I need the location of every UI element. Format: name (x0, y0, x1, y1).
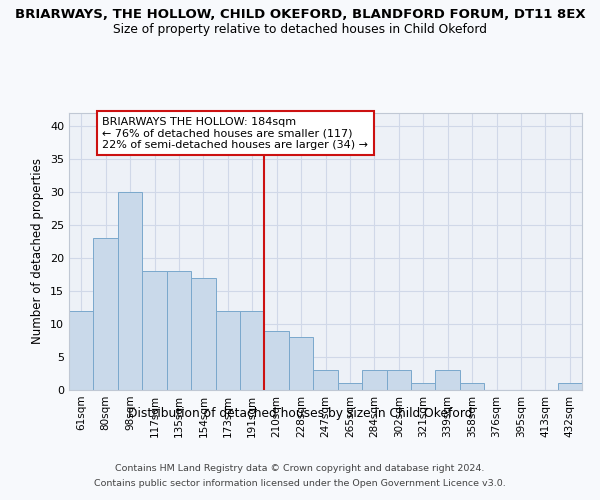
Bar (69, 310, 94, 390)
Bar (313, 370, 338, 390)
Y-axis label: Number of detached properties: Number of detached properties (31, 158, 44, 344)
Bar (240, 310, 265, 390)
Text: Distribution of detached houses by size in Child Okeford: Distribution of detached houses by size … (128, 408, 472, 420)
Text: Contains public sector information licensed under the Open Government Licence v3: Contains public sector information licen… (94, 479, 506, 488)
Bar (118, 192, 142, 390)
Bar (411, 384, 436, 390)
Bar (167, 271, 191, 390)
Bar (191, 278, 215, 390)
Bar (436, 370, 460, 390)
Bar (557, 384, 582, 390)
Bar (265, 330, 289, 390)
Text: Contains HM Land Registry data © Crown copyright and database right 2024.: Contains HM Land Registry data © Crown c… (115, 464, 485, 473)
Text: BRIARWAYS, THE HOLLOW, CHILD OKEFORD, BLANDFORD FORUM, DT11 8EX: BRIARWAYS, THE HOLLOW, CHILD OKEFORD, BL… (14, 8, 586, 20)
Text: Size of property relative to detached houses in Child Okeford: Size of property relative to detached ho… (113, 22, 487, 36)
Text: BRIARWAYS THE HOLLOW: 184sqm
← 76% of detached houses are smaller (117)
22% of s: BRIARWAYS THE HOLLOW: 184sqm ← 76% of de… (103, 116, 368, 150)
Bar (386, 370, 411, 390)
Bar (289, 337, 313, 390)
Bar (94, 238, 118, 390)
Bar (215, 310, 240, 390)
Bar (338, 384, 362, 390)
Bar (142, 271, 167, 390)
Bar (460, 384, 484, 390)
Bar (362, 370, 386, 390)
